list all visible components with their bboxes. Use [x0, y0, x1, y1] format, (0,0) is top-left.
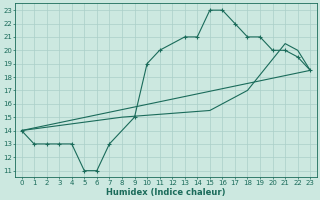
X-axis label: Humidex (Indice chaleur): Humidex (Indice chaleur): [106, 188, 226, 197]
